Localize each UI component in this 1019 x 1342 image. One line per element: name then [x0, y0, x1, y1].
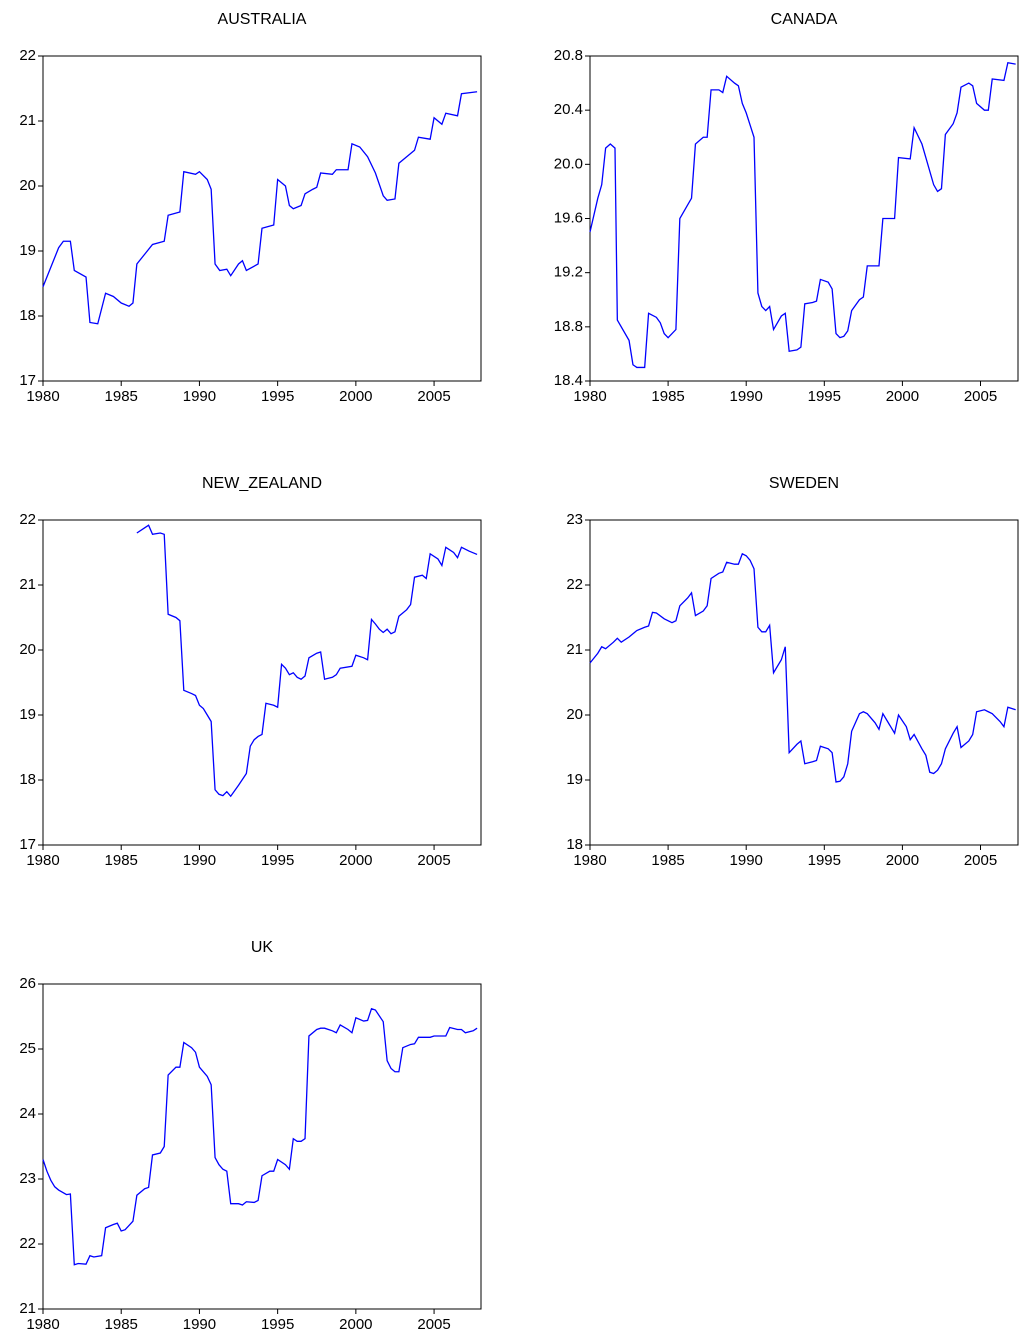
x-tick-label: 1985	[651, 388, 684, 405]
y-tick-label: 25	[19, 1040, 36, 1057]
series-line	[589, 552, 1016, 783]
series-line	[42, 91, 478, 325]
chart-title: AUSTRALIA	[218, 11, 307, 28]
x-tick-label: 1980	[573, 852, 606, 869]
y-tick-label: 21	[19, 576, 36, 593]
x-tick-label: 1980	[26, 1316, 59, 1333]
x-tick-label: 1985	[105, 1316, 138, 1333]
y-tick-label: 20.8	[554, 47, 583, 64]
x-tick-label: 1980	[26, 388, 59, 405]
series-line	[136, 524, 478, 798]
plot-frame	[42, 55, 482, 382]
y-tick-label: 18.4	[554, 372, 583, 389]
series-line	[42, 1007, 478, 1266]
chart-title: NEW_ZEALAND	[202, 475, 322, 492]
y-tick-label: 21	[566, 641, 583, 658]
y-tick-label: 18	[19, 307, 36, 324]
x-tick-label: 2005	[964, 852, 997, 869]
y-tick-label: 20.0	[554, 155, 583, 172]
y-tick-label: 22	[19, 511, 36, 528]
x-tick-label: 1985	[105, 388, 138, 405]
x-tick-label: 2000	[339, 852, 372, 869]
y-tick-label: 18.8	[554, 318, 583, 335]
plot-frame	[589, 55, 1019, 382]
y-tick-label: 19	[566, 771, 583, 788]
y-tick-label: 19.6	[554, 209, 583, 226]
x-tick-label: 1980	[573, 388, 606, 405]
x-tick-label: 1985	[651, 852, 684, 869]
x-tick-label: 2005	[417, 1316, 450, 1333]
series-line	[589, 62, 1016, 369]
x-tick-label: 2000	[886, 852, 919, 869]
x-tick-label: 2005	[964, 388, 997, 405]
y-tick-label: 20	[19, 641, 36, 658]
y-tick-label: 17	[19, 836, 36, 853]
y-tick-label: 19	[19, 706, 36, 723]
y-tick-label: 19	[19, 242, 36, 259]
y-tick-label: 22	[566, 576, 583, 593]
x-tick-label: 1990	[730, 388, 763, 405]
y-tick-label: 20	[19, 177, 36, 194]
y-tick-label: 21	[19, 1300, 36, 1317]
x-tick-label: 1990	[730, 852, 763, 869]
x-tick-label: 2000	[886, 388, 919, 405]
y-tick-label: 21	[19, 112, 36, 129]
chart-title: UK	[251, 939, 274, 956]
y-tick-label: 23	[19, 1170, 36, 1187]
y-tick-label: 18	[19, 771, 36, 788]
plot-frame	[42, 519, 482, 846]
x-tick-label: 1995	[261, 1316, 294, 1333]
x-tick-label: 1980	[26, 852, 59, 869]
y-tick-label: 20	[566, 706, 583, 723]
x-tick-label: 1990	[183, 1316, 216, 1333]
y-tick-label: 22	[19, 1235, 36, 1252]
y-tick-label: 22	[19, 47, 36, 64]
y-tick-label: 26	[19, 975, 36, 992]
y-tick-label: 18	[566, 836, 583, 853]
y-tick-label: 24	[19, 1105, 36, 1122]
x-tick-label: 1995	[808, 388, 841, 405]
x-tick-label: 1990	[183, 388, 216, 405]
x-tick-label: 2000	[339, 388, 372, 405]
y-tick-label: 23	[566, 511, 583, 528]
y-tick-label: 17	[19, 372, 36, 389]
plot-frame	[589, 519, 1019, 846]
x-tick-label: 1995	[808, 852, 841, 869]
x-tick-label: 1995	[261, 388, 294, 405]
x-tick-label: 1985	[105, 852, 138, 869]
x-tick-label: 1990	[183, 852, 216, 869]
x-tick-label: 2005	[417, 388, 450, 405]
y-tick-label: 19.2	[554, 264, 583, 281]
plot-frame	[42, 983, 482, 1310]
chart-title: CANADA	[771, 11, 838, 28]
x-tick-label: 2000	[339, 1316, 372, 1333]
y-tick-label: 20.4	[554, 101, 583, 118]
x-tick-label: 1995	[261, 852, 294, 869]
chart-title: SWEDEN	[769, 475, 839, 492]
x-tick-label: 2005	[417, 852, 450, 869]
